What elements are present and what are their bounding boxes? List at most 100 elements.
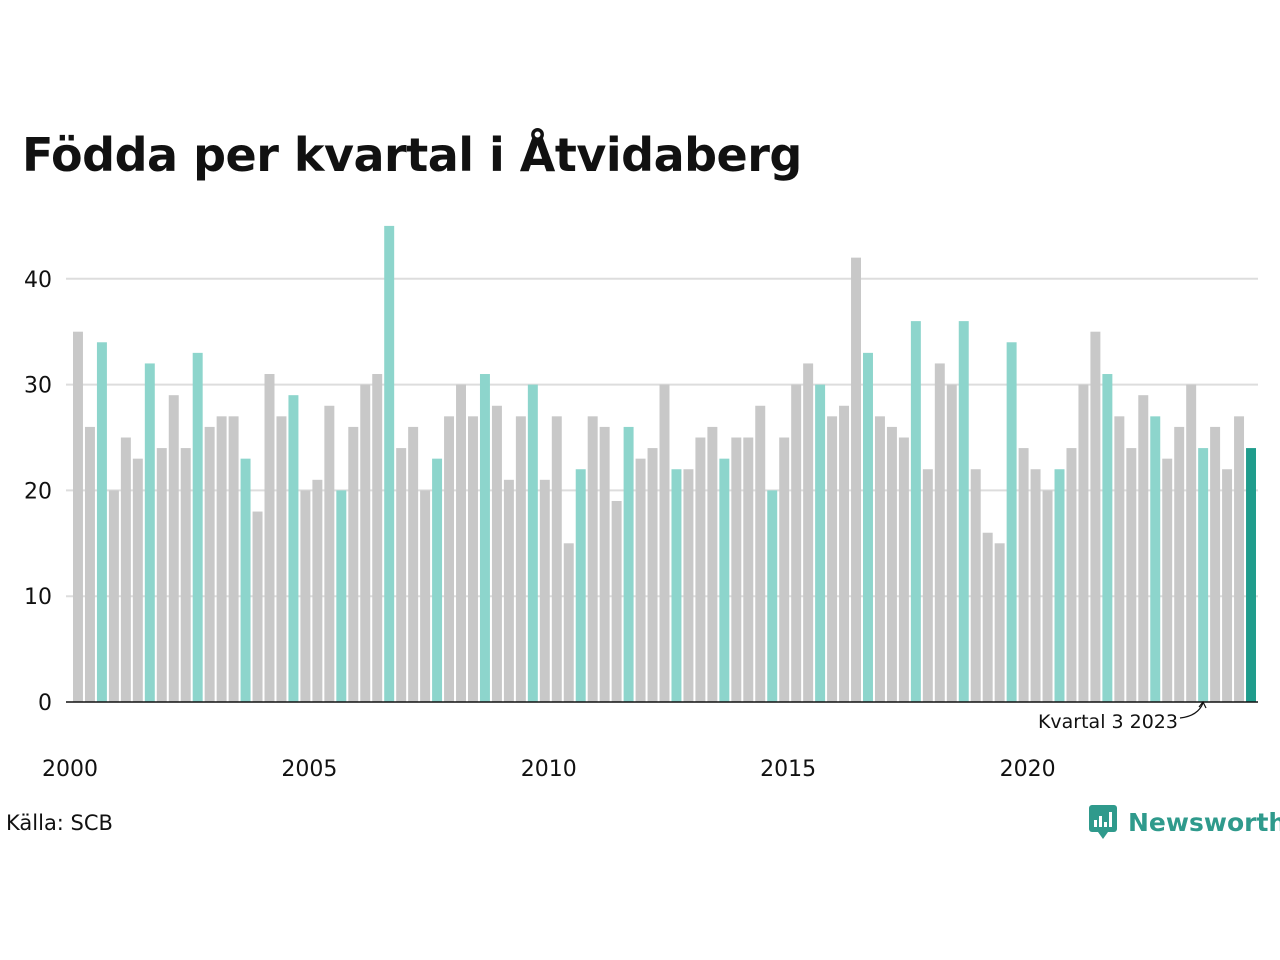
bar (192, 352, 203, 702)
bar (1054, 469, 1065, 702)
bar (96, 342, 107, 702)
bar (73, 331, 83, 702)
bar (180, 448, 191, 702)
bar (587, 416, 598, 702)
bar (1102, 374, 1113, 702)
y-tick-label: 10 (24, 585, 52, 610)
y-axis-ticks: 0 10 20 30 40 (24, 268, 52, 716)
x-tick-label: 2015 (760, 757, 816, 782)
bar (874, 416, 885, 702)
x-tick-label: 2010 (521, 757, 577, 782)
bar (1174, 426, 1185, 702)
bar (503, 479, 514, 702)
x-tick-label: 2005 (281, 757, 337, 782)
bar (168, 395, 179, 702)
bar (695, 437, 706, 702)
bar (396, 448, 407, 702)
bar (1138, 395, 1149, 702)
bar (84, 426, 95, 702)
bar (312, 479, 323, 702)
annotation-arrowhead (1198, 700, 1207, 709)
bar (647, 448, 658, 702)
annotation-arrow (1179, 702, 1204, 719)
bar (1018, 448, 1029, 702)
bar (1090, 331, 1101, 702)
bars (73, 225, 1256, 702)
bar (1234, 416, 1245, 702)
bar (934, 363, 945, 702)
bar (1006, 342, 1017, 702)
newsworthy-brand[interactable]: Newsworthy (1088, 804, 1280, 840)
bar (659, 384, 670, 702)
y-tick-label: 0 (38, 691, 52, 716)
bar (982, 532, 993, 702)
bar (623, 426, 634, 702)
newsworthy-logo-icon (1089, 805, 1117, 839)
y-tick-label: 20 (24, 479, 52, 504)
bar (336, 490, 347, 702)
bar (1042, 490, 1053, 702)
bar (1150, 416, 1161, 702)
bar (120, 437, 131, 702)
x-tick-label: 2020 (1000, 757, 1056, 782)
bar (156, 448, 167, 702)
bar (1162, 458, 1173, 702)
bar (264, 374, 275, 702)
bar (144, 363, 155, 702)
bar (468, 416, 478, 702)
bar (970, 469, 981, 702)
bar (348, 426, 359, 702)
bar (420, 490, 431, 702)
bar (1030, 469, 1041, 702)
x-axis-ticks: 2000 2005 2010 2015 2020 (42, 757, 1056, 782)
bar (898, 437, 909, 702)
bar (803, 363, 814, 702)
bar (1078, 384, 1089, 702)
bar (1210, 426, 1221, 702)
bar (635, 458, 646, 702)
bar (108, 490, 119, 702)
bar (779, 437, 790, 702)
bar (886, 426, 897, 702)
bar (539, 479, 550, 702)
bar (1114, 416, 1125, 702)
bar (372, 374, 383, 702)
bar (815, 384, 826, 702)
bar (324, 405, 335, 702)
bar (994, 543, 1005, 702)
bar (515, 416, 526, 702)
bar (360, 384, 371, 702)
bar (910, 321, 921, 702)
bar (671, 469, 682, 702)
bar (743, 437, 754, 702)
bar (132, 458, 143, 702)
y-tick-label: 30 (24, 374, 52, 399)
bar (958, 321, 969, 702)
y-tick-label: 40 (24, 268, 52, 293)
bar (527, 384, 538, 702)
bar (946, 384, 957, 702)
bar (683, 469, 694, 702)
bar (491, 405, 502, 702)
bar (384, 225, 395, 702)
bar (240, 458, 251, 702)
bar (707, 426, 718, 702)
bar (599, 426, 610, 702)
x-tick-label: 2000 (42, 757, 98, 782)
bar (791, 384, 802, 702)
bar (719, 458, 730, 702)
bar (479, 374, 490, 702)
bar (755, 405, 766, 702)
bar (408, 426, 419, 702)
bar (1126, 448, 1137, 702)
bar (922, 469, 933, 702)
bar (611, 500, 622, 702)
bar (767, 490, 778, 702)
bar (1186, 384, 1197, 702)
bar (731, 437, 742, 702)
latest-annotation: Kvartal 3 2023 (1038, 711, 1178, 733)
bar-latest (1246, 448, 1256, 702)
bar (432, 458, 443, 702)
bar (1066, 448, 1077, 702)
